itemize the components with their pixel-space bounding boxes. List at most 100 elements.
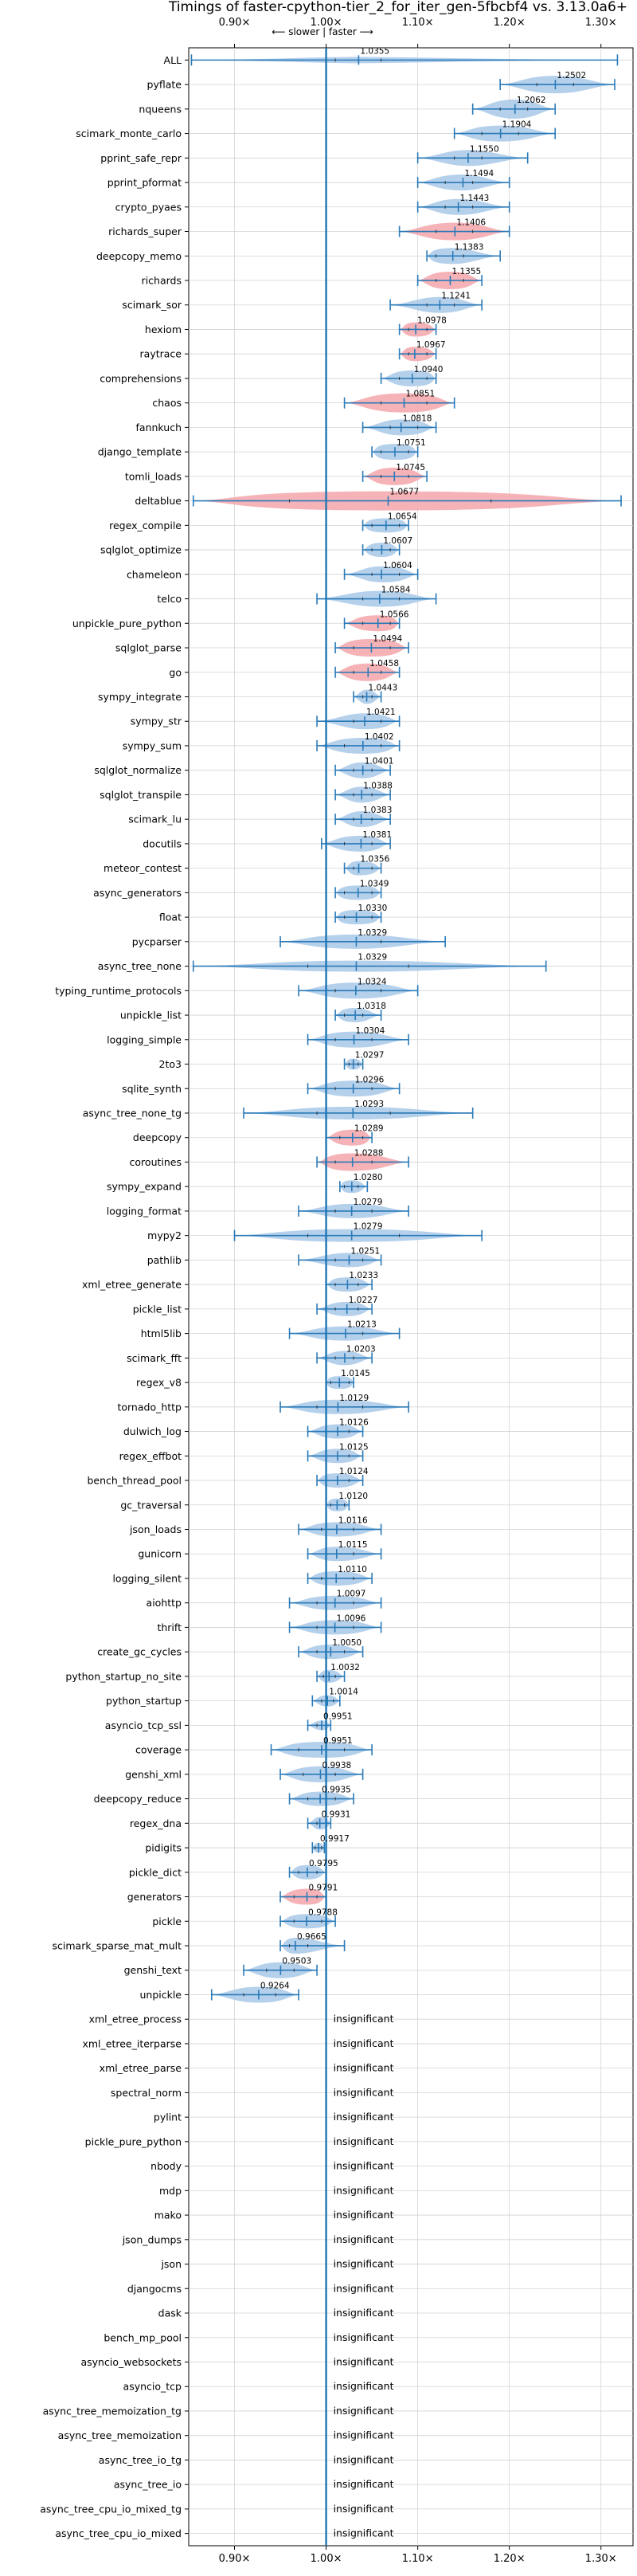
benchmark-name-label: fannkuch [136,421,182,433]
benchmark-name-label: pickle [152,1915,182,1927]
benchmark-name-label: 2to3 [159,1058,182,1070]
benchmark-name-label: regex_v8 [136,1377,182,1389]
value-label: 0.9795 [309,1859,338,1868]
benchmark-name-label: async_generators [93,887,182,899]
benchmark-name-label: json [160,2258,182,2270]
value-label: 1.0421 [366,708,396,717]
value-label: 1.0401 [365,757,394,767]
benchmark-name-label: unpickle_pure_python [72,618,182,629]
benchmark-name-label: mypy2 [147,1229,182,1241]
benchmark-name-label: asyncio_tcp_ssl [105,1719,182,1731]
benchmark-name-label: genshi_xml [125,1768,182,1780]
benchmark-name-label: dulwich_log [123,1425,182,1437]
insignificant-label: insignificant [334,2086,394,2098]
benchmark-name-label: djangocms [127,2283,182,2295]
benchmark-name-label: xml_etree_generate [82,1279,182,1291]
value-label: 0.9503 [282,1957,311,1966]
benchmark-name-label: nbody [150,2160,182,2172]
value-label: 1.0329 [358,928,387,938]
value-label: 1.0304 [356,1026,385,1036]
benchmark-name-label: nqueens [139,103,182,115]
value-label: 0.9951 [323,1736,353,1746]
benchmark-name-label: pidigits [145,1842,182,1854]
benchmark-name-label: thrift [157,1621,182,1633]
value-label: 1.0381 [362,830,392,840]
benchmark-name-label: xml_etree_parse [100,2062,182,2074]
benchmark-name-label: tomli_loads [125,470,182,482]
x-tick-label-top: 1.20× [494,17,526,29]
value-label: 1.0356 [361,855,390,865]
value-label: 1.1443 [460,194,490,203]
benchmark-name-label: sympy_str [131,716,182,727]
benchmark-name-label: chaos [152,397,182,409]
value-label: 1.0289 [354,1124,384,1134]
value-label: 1.0293 [354,1100,384,1109]
value-label: 1.0751 [397,438,426,448]
insignificant-label: insignificant [334,2527,394,2539]
value-label: 1.0296 [355,1075,385,1084]
benchmark-name-label: hexiom [145,323,182,335]
value-label: 1.0329 [358,953,387,963]
benchmark-name-label: sqlglot_optimize [100,544,182,556]
value-label: 1.0280 [354,1173,383,1182]
insignificant-label: insignificant [334,2503,394,2515]
benchmark-name-label: mako [154,2209,182,2221]
value-label: 1.1383 [455,242,484,252]
value-label: 1.0584 [381,586,411,595]
insignificant-label: insignificant [334,2258,394,2270]
value-label: 1.2502 [557,71,586,80]
benchmark-name-label: genshi_text [124,1964,182,1976]
value-label: 1.0324 [358,977,387,986]
benchmark-name-label: sympy_integrate [98,691,182,703]
marks-layer [190,48,622,2546]
benchmark-name-label: unpickle [139,1989,182,2001]
value-label: 1.0967 [416,340,446,350]
benchmark-name-label: pyflate [147,79,182,91]
benchmark-name-label: float [159,912,182,923]
benchmark-name-label: async_tree_memoization_tg [43,2405,182,2417]
value-label: 1.0279 [354,1198,383,1207]
x-tick-label-top: 1.10× [402,17,434,29]
benchmark-name-label: deltablue [135,495,182,507]
benchmark-name-label: deepcopy [133,1131,182,1143]
benchmark-name-label: async_tree_cpu_io_mixed_tg [40,2503,182,2515]
plot-frame [188,47,634,2547]
benchmark-name-label: sqlglot_normalize [94,764,182,776]
value-label: 1.0096 [337,1613,366,1623]
benchmark-name-label: scimark_sor [122,299,182,311]
value-label: 1.0355 [360,46,389,56]
value-label: 1.1550 [470,144,499,154]
benchmark-name-label: coverage [135,1744,182,1756]
benchmark-name-label: asyncio_websockets [80,2356,182,2368]
benchmark-name-label: comprehensions [100,372,182,384]
benchmark-name-label: deepcopy_reduce [94,1793,182,1805]
benchmark-name-label: unpickle_list [120,1010,182,1021]
benchmark-name-label: telco [157,593,182,605]
insignificant-label: insignificant [334,2013,394,2025]
value-label: 1.1241 [441,292,471,301]
value-label: 1.0288 [354,1148,384,1158]
benchmark-name-label: async_tree_memoization [58,2429,182,2441]
value-label: 1.0233 [349,1271,378,1280]
value-label: 1.0607 [383,536,412,546]
x-tick-label-bottom: 1.20× [494,2553,526,2565]
benchmark-name-label: asyncio_tcp [123,2381,182,2393]
value-label: 1.0745 [396,463,425,472]
benchmark-name-label: sqlglot_transpile [100,789,182,801]
benchmark-name-label: deepcopy_memo [96,250,182,262]
value-label: 1.0227 [349,1296,378,1305]
labels-layer: 1.0355 1.2502 1.2062 1.1904 1.1550 1.1494 1.14… [260,46,586,2539]
ticks-layer: 0.90× 0.90× 1.00× 1.00× 1.10× 1.10× 1.20× 1.20×… [40,17,616,2565]
benchmark-name-label: pickle_list [133,1303,182,1315]
value-label: 1.0566 [380,610,409,619]
value-label: 1.0125 [339,1442,369,1452]
insignificant-label: insignificant [334,2037,394,2049]
benchmark-name-label: create_gc_cycles [97,1646,182,1658]
benchmark-name-label: async_tree_io_tg [99,2454,182,2466]
benchmark-name-label: pathlib [147,1254,182,1266]
insignificant-label: insignificant [334,2307,394,2319]
benchmark-name-label: chameleon [127,568,182,580]
benchmark-name-label: scimark_monte_carlo [76,127,182,139]
benchmark-name-label: pprint_pformat [107,177,182,189]
